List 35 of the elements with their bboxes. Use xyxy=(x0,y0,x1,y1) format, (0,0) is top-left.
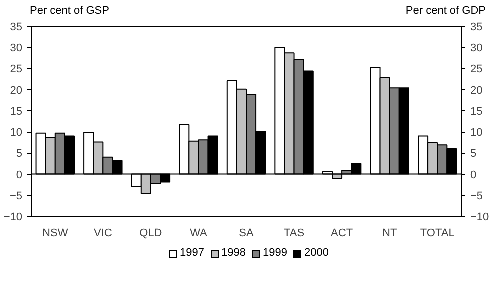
y-tick-label: −5 xyxy=(10,190,23,202)
y-tick-label: 15 xyxy=(10,106,23,118)
y2-tick-label: 0 xyxy=(470,169,477,182)
x-tick-label: NT xyxy=(382,228,398,240)
legend-label: 1999 xyxy=(263,247,288,259)
x-tick-label: VIC xyxy=(94,228,112,240)
legend-label: 1998 xyxy=(222,247,246,259)
y2-tick-label: 30 xyxy=(470,42,483,55)
y2-tick-label: 15 xyxy=(470,106,483,118)
x-tick-label: NSW xyxy=(42,228,69,240)
y-tick-label: 20 xyxy=(10,84,23,97)
y-tick-label: −10 xyxy=(4,212,23,224)
y-tick-label: 25 xyxy=(10,64,23,76)
y2-tick-label: 35 xyxy=(470,22,483,34)
y2-axis-title: Per cent of GDP xyxy=(406,4,486,19)
legend-label: 2000 xyxy=(304,247,329,259)
y2-tick-label: −5 xyxy=(470,190,484,202)
x-tick-label: TAS xyxy=(284,228,305,240)
y2-tick-label: 25 xyxy=(470,64,483,76)
legend-label: 1997 xyxy=(180,247,205,259)
x-tick-label: SA xyxy=(239,228,254,240)
y-tick-label: 10 xyxy=(10,127,23,140)
x-tick-label: ACT xyxy=(331,228,354,240)
x-tick-label: QLD xyxy=(140,228,162,240)
y2-tick-label: −10 xyxy=(470,212,490,224)
x-tick-label: WA xyxy=(190,228,208,240)
x-tick-label: TOTAL xyxy=(420,228,455,240)
y-tick-label: 0 xyxy=(16,169,23,182)
y-tick-label: 5 xyxy=(16,148,23,160)
y2-tick-label: 10 xyxy=(470,127,483,140)
y2-tick-label: 5 xyxy=(470,148,477,160)
y-tick-label: 35 xyxy=(10,22,23,34)
y-tick-label: 30 xyxy=(10,42,23,55)
y2-tick-label: 20 xyxy=(470,84,483,97)
y-axis-title: Per cent of GSP xyxy=(30,4,110,19)
